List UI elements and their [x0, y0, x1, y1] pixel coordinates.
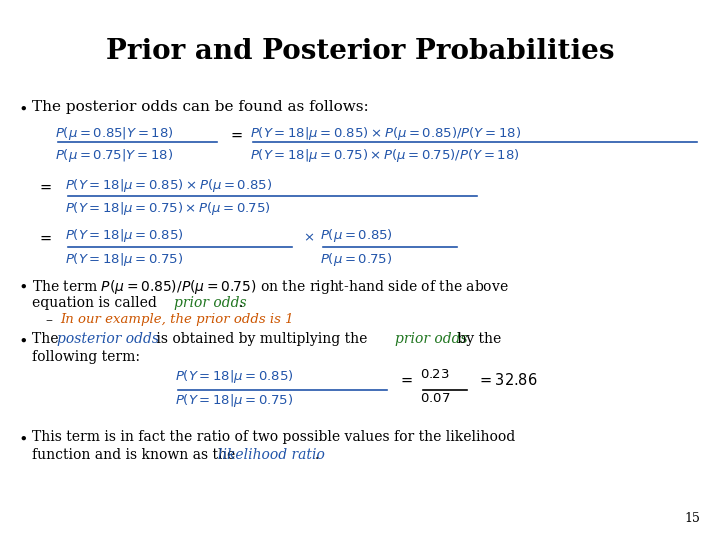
Text: $= 32.86$: $= 32.86$ — [477, 372, 538, 388]
Text: $P(Y = 18|\mu = 0.75)$: $P(Y = 18|\mu = 0.75)$ — [65, 251, 183, 268]
Text: $=$: $=$ — [228, 128, 243, 142]
Text: $P(Y = 18|\mu = 0.75) \times P(\mu = 0.75)/P(Y = 18)$: $P(Y = 18|\mu = 0.75) \times P(\mu = 0.7… — [250, 147, 520, 164]
Text: $=$: $=$ — [398, 373, 413, 387]
Text: This term is in fact the ratio of two possible values for the likelihood: This term is in fact the ratio of two po… — [32, 430, 516, 444]
Text: –: – — [45, 313, 52, 327]
Text: $P(Y = 18|\mu = 0.85) \times P(\mu = 0.85)/P(Y = 18)$: $P(Y = 18|\mu = 0.85) \times P(\mu = 0.8… — [250, 125, 521, 142]
Text: $P(Y = 18|\mu = 0.85) \times P(\mu = 0.85)$: $P(Y = 18|\mu = 0.85) \times P(\mu = 0.8… — [65, 177, 272, 194]
Text: Prior and Posterior Probabilities: Prior and Posterior Probabilities — [106, 38, 614, 65]
Text: prior odds: prior odds — [174, 296, 247, 310]
Text: 15: 15 — [684, 512, 700, 525]
Text: $P(\mu = 0.85|Y = 18)$: $P(\mu = 0.85|Y = 18)$ — [55, 125, 174, 142]
Text: In our example, the prior odds is 1: In our example, the prior odds is 1 — [60, 313, 294, 326]
Text: by the: by the — [453, 332, 501, 346]
Text: $P(\mu = 0.75|Y = 18)$: $P(\mu = 0.75|Y = 18)$ — [55, 147, 173, 164]
Text: The: The — [32, 332, 63, 346]
Text: prior odds: prior odds — [395, 332, 467, 346]
Text: The posterior odds can be found as follows:: The posterior odds can be found as follo… — [32, 100, 369, 114]
Text: posterior odds: posterior odds — [57, 332, 159, 346]
Text: $\bullet$: $\bullet$ — [18, 278, 27, 293]
Text: The term $P(\mu = 0.85)/P(\mu = 0.75)$ on the right-hand side of the above: The term $P(\mu = 0.85)/P(\mu = 0.75)$ o… — [32, 278, 509, 296]
Text: $\bullet$: $\bullet$ — [18, 332, 27, 347]
Text: $=$: $=$ — [37, 180, 53, 194]
Text: $=$: $=$ — [37, 231, 53, 245]
Text: .: . — [239, 296, 243, 310]
Text: $\bullet$: $\bullet$ — [18, 100, 27, 115]
Text: $P(Y = 18|\mu = 0.75)$: $P(Y = 18|\mu = 0.75)$ — [175, 392, 293, 409]
Text: function and is known as the: function and is known as the — [32, 448, 240, 462]
Text: equation is called: equation is called — [32, 296, 161, 310]
Text: $\bullet$: $\bullet$ — [18, 430, 27, 445]
Text: $P(Y = 18|\mu = 0.85)$: $P(Y = 18|\mu = 0.85)$ — [175, 368, 294, 385]
Text: $\times$: $\times$ — [303, 232, 315, 245]
Text: $P(Y = 18|\mu = 0.85)$: $P(Y = 18|\mu = 0.85)$ — [65, 227, 184, 244]
Text: following term:: following term: — [32, 350, 140, 364]
Text: likelihood ratio: likelihood ratio — [218, 448, 325, 462]
Text: .: . — [315, 448, 319, 462]
Text: $0.23$: $0.23$ — [420, 368, 450, 381]
Text: $0.07$: $0.07$ — [420, 392, 451, 405]
Text: $P(\mu = 0.85)$: $P(\mu = 0.85)$ — [320, 227, 393, 244]
Text: is obtained by multiplying the: is obtained by multiplying the — [152, 332, 372, 346]
Text: $P(\mu = 0.75)$: $P(\mu = 0.75)$ — [320, 251, 392, 268]
Text: $P(Y = 18|\mu = 0.75) \times P(\mu = 0.75)$: $P(Y = 18|\mu = 0.75) \times P(\mu = 0.7… — [65, 200, 271, 217]
